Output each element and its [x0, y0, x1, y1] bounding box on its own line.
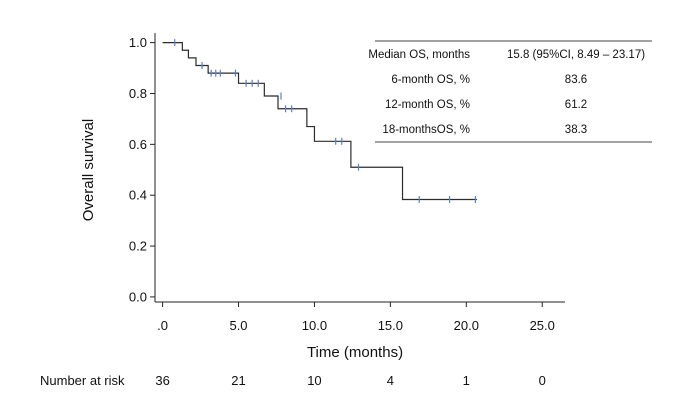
risk-count: 36: [155, 373, 169, 388]
risk-count: 0: [539, 373, 546, 388]
table-row-value: 61.2: [565, 99, 587, 111]
y-axis-label: Overall survival: [80, 119, 97, 222]
table-row-value: 15.8 (95%CI, 8.49 – 23.17): [507, 49, 645, 61]
x-axis-label: Time (months): [307, 344, 403, 361]
survival-curve: [162, 42, 477, 201]
risk-count: 1: [463, 373, 470, 388]
x-tick-label: 15.0: [378, 318, 403, 333]
risk-table: Number at risk 36 21 10 4 1 0: [40, 373, 546, 388]
table-row-label: Median OS, months: [368, 49, 470, 61]
table-row-label: 12-month OS, %: [385, 99, 470, 111]
plot-area: [162, 39, 477, 204]
table-row-label: 18-monthsOS, %: [382, 124, 470, 136]
y-tick-label: 0.6: [129, 137, 147, 152]
x-tick-label: 25.0: [530, 318, 555, 333]
y-tick-label: 0.8: [129, 86, 147, 101]
x-tick-label: .0: [157, 318, 168, 333]
risk-count: 21: [231, 373, 245, 388]
table-row-value: 38.3: [565, 124, 587, 136]
x-tick-label: 20.0: [454, 318, 479, 333]
table-row-label: 6-month OS, %: [391, 74, 470, 86]
x-tick-label: 5.0: [229, 318, 247, 333]
y-tick-label: 0.2: [129, 239, 147, 254]
risk-count: 10: [307, 373, 321, 388]
axes: 0.0 0.2 0.4 0.6 0.8 1.0 .0 5.0 10.0 15.0 20.0 25.0: [129, 33, 565, 333]
risk-count: 4: [387, 373, 394, 388]
risk-table-label: Number at risk: [40, 373, 125, 388]
x-tick-label: 10.0: [302, 318, 327, 333]
summary-table: Median OS, months 15.8 (95%CI, 8.49 – 23.…: [368, 40, 652, 143]
y-tick-label: 1.0: [129, 35, 147, 50]
y-tick-label: 0.4: [129, 188, 147, 203]
y-tick-label: 0.0: [129, 289, 147, 304]
table-row-value: 83.6: [565, 74, 587, 86]
